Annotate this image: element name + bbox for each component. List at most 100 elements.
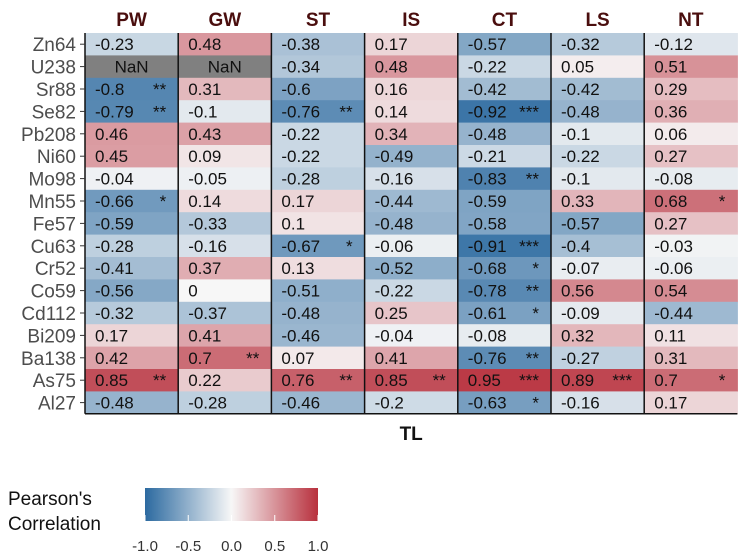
heatmap-cell xyxy=(364,301,459,325)
heatmap-cell xyxy=(271,100,366,124)
cell-value: -0.48 xyxy=(468,125,507,144)
heatmap-cell xyxy=(457,167,552,191)
heatmap-cell xyxy=(85,279,179,303)
heatmap-cell xyxy=(644,122,738,146)
cell-value: -0.63 xyxy=(468,394,507,413)
legend-ticks: -1.0 -0.5 0.0 0.5 1.0 xyxy=(132,515,328,555)
column-labels: PW GW ST IS CT LS NT xyxy=(116,10,704,31)
heatmap-cell xyxy=(551,100,645,124)
cell-value: -0.28 xyxy=(95,237,134,256)
cell-value: 0.43 xyxy=(188,125,221,144)
cell-value: -0.76 xyxy=(468,349,507,368)
cell-value: -0.33 xyxy=(188,214,227,233)
cell-value: 0.29 xyxy=(654,80,687,99)
heatmap-cell xyxy=(364,189,459,213)
heatmap-cell xyxy=(457,301,552,325)
heatmap-cell xyxy=(457,122,552,146)
cell-value: 0.85 xyxy=(375,371,408,390)
heatmap-cell xyxy=(85,122,179,146)
heatmap-cell xyxy=(644,346,738,370)
cell-value: 0.85 xyxy=(95,371,128,390)
cell-value: 0.41 xyxy=(375,349,408,368)
heatmap-cell xyxy=(551,33,645,56)
significance-marker: * xyxy=(532,304,539,323)
heatmap-cell xyxy=(271,324,366,348)
heatmap-cell xyxy=(457,324,552,348)
heatmap-cell xyxy=(644,369,738,392)
heatmap-cell xyxy=(85,145,179,168)
cell-value: -0.04 xyxy=(375,326,414,345)
heatmap-cell xyxy=(364,212,459,236)
row-label: Ba138 xyxy=(21,349,76,370)
significance-marker: *** xyxy=(519,102,539,121)
significance-marker: ** xyxy=(153,371,167,390)
cell-value: 0.05 xyxy=(561,58,594,77)
significance-marker: ** xyxy=(246,349,260,368)
heatmap-cell xyxy=(178,189,272,213)
heatmap-cell xyxy=(271,212,366,236)
cell-value: -0.28 xyxy=(281,170,320,189)
cell-value: 0.32 xyxy=(561,326,594,345)
cell-value: -0.22 xyxy=(281,125,320,144)
heatmap-cell xyxy=(551,301,645,325)
heatmap-cell xyxy=(551,346,645,370)
heatmap-cell xyxy=(364,167,459,191)
cell-value: -0.28 xyxy=(188,394,227,413)
significance-marker: * xyxy=(532,259,539,278)
cell-value: 0.51 xyxy=(654,58,687,77)
row-label: Mo98 xyxy=(28,170,76,191)
heatmap-cell xyxy=(644,391,738,415)
cell-value: -0.76 xyxy=(281,102,320,121)
significance-marker: * xyxy=(719,371,726,390)
heatmap-cell xyxy=(85,55,179,79)
cell-value: 0.54 xyxy=(654,282,687,301)
cell-value: 0.31 xyxy=(188,80,221,99)
legend-tick-label: -1.0 xyxy=(132,538,158,555)
cell-value: 0.27 xyxy=(654,214,687,233)
cell-value: 0.37 xyxy=(188,259,221,278)
cell-value: -0.59 xyxy=(95,214,134,233)
cell-value: -0.16 xyxy=(188,237,227,256)
heatmap-cell xyxy=(178,145,272,168)
heatmap-cell xyxy=(178,301,272,325)
significance-marker: ** xyxy=(433,371,447,390)
heatmap-cell xyxy=(271,189,366,213)
heatmap-cell xyxy=(364,77,459,101)
cell-value: -0.8 xyxy=(95,80,124,99)
heatmap-cell xyxy=(457,234,552,258)
heatmap-cell xyxy=(551,234,645,258)
cell-value: 0.46 xyxy=(95,125,128,144)
heatmap-cell xyxy=(551,77,645,101)
cell-value: -0.51 xyxy=(281,282,320,301)
row-labels: Zn64U238Sr88Se82Pb208Ni60Mo98Mn55Fe57Cu6… xyxy=(21,35,76,414)
heatmap-cell xyxy=(178,391,272,415)
cell-value: -0.16 xyxy=(375,170,414,189)
row-label: Mn55 xyxy=(28,192,76,213)
heatmap-cell xyxy=(364,122,459,146)
cell-value: 0.34 xyxy=(375,125,408,144)
significance-marker: * xyxy=(532,394,539,413)
cell-value: -0.38 xyxy=(281,35,320,54)
heatmap-cell xyxy=(85,100,179,124)
row-ticks xyxy=(80,43,85,404)
heatmap-cell xyxy=(364,234,459,258)
cell-value: 0.95 xyxy=(468,371,501,390)
heatmap-cell xyxy=(644,279,738,303)
heatmap-cell xyxy=(644,212,738,236)
heatmap-cell xyxy=(178,324,272,348)
cell-value: -0.6 xyxy=(281,80,310,99)
cell-value: -0.58 xyxy=(468,214,507,233)
cell-value: 0.31 xyxy=(654,349,687,368)
heatmap-cell xyxy=(85,324,179,348)
heatmap-cell xyxy=(551,324,645,348)
cell-value: -0.22 xyxy=(375,282,414,301)
cell-value: -0.1 xyxy=(561,125,590,144)
heatmap-cell xyxy=(551,167,645,191)
significance-marker: ** xyxy=(339,371,353,390)
heatmap-cell xyxy=(644,189,738,213)
cell-value: -0.2 xyxy=(375,394,404,413)
heatmap-cell xyxy=(85,234,179,258)
significance-marker: ** xyxy=(526,282,540,301)
significance-marker: *** xyxy=(519,371,539,390)
cell-value: -0.66 xyxy=(95,192,134,211)
